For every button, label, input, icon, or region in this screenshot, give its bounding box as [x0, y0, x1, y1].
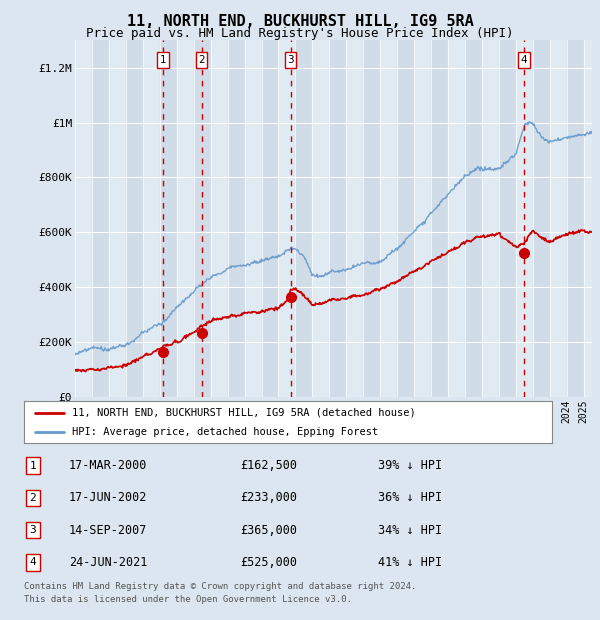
Bar	[533, 40, 550, 397]
Text: 1: 1	[29, 461, 37, 471]
Bar	[431, 40, 448, 397]
Bar	[126, 40, 143, 397]
Text: HPI: Average price, detached house, Epping Forest: HPI: Average price, detached house, Eppi…	[71, 427, 378, 437]
Bar	[414, 40, 431, 397]
Text: £525,000: £525,000	[240, 556, 297, 569]
Text: 36% ↓ HPI: 36% ↓ HPI	[378, 492, 442, 504]
Bar	[92, 40, 109, 397]
Bar	[346, 40, 363, 397]
Bar	[397, 40, 414, 397]
Text: Contains HM Land Registry data © Crown copyright and database right 2024.: Contains HM Land Registry data © Crown c…	[24, 582, 416, 591]
Bar	[584, 40, 600, 397]
Text: 24-JUN-2021: 24-JUN-2021	[69, 556, 148, 569]
Text: 1: 1	[160, 55, 167, 65]
Bar	[329, 40, 346, 397]
Text: 3: 3	[287, 55, 294, 65]
Text: 2: 2	[198, 55, 205, 65]
Text: 34% ↓ HPI: 34% ↓ HPI	[378, 524, 442, 536]
Bar	[109, 40, 126, 397]
Bar	[516, 40, 533, 397]
Text: This data is licensed under the Open Government Licence v3.0.: This data is licensed under the Open Gov…	[24, 595, 352, 604]
Text: 17-JUN-2002: 17-JUN-2002	[69, 492, 148, 504]
Text: 11, NORTH END, BUCKHURST HILL, IG9 5RA: 11, NORTH END, BUCKHURST HILL, IG9 5RA	[127, 14, 473, 29]
Bar	[363, 40, 380, 397]
Bar	[550, 40, 567, 397]
Text: 3: 3	[29, 525, 37, 535]
Bar	[177, 40, 194, 397]
Text: 14-SEP-2007: 14-SEP-2007	[69, 524, 148, 536]
Bar	[448, 40, 465, 397]
Bar	[313, 40, 329, 397]
Bar	[567, 40, 584, 397]
Bar	[211, 40, 227, 397]
Text: 39% ↓ HPI: 39% ↓ HPI	[378, 459, 442, 472]
Text: 11, NORTH END, BUCKHURST HILL, IG9 5RA (detached house): 11, NORTH END, BUCKHURST HILL, IG9 5RA (…	[71, 408, 415, 418]
Bar	[380, 40, 397, 397]
Bar	[75, 40, 92, 397]
Text: £162,500: £162,500	[240, 459, 297, 472]
Bar	[227, 40, 245, 397]
Bar	[295, 40, 313, 397]
Bar	[278, 40, 295, 397]
Bar	[262, 40, 278, 397]
Bar	[194, 40, 211, 397]
Text: Price paid vs. HM Land Registry's House Price Index (HPI): Price paid vs. HM Land Registry's House …	[86, 27, 514, 40]
Bar	[465, 40, 482, 397]
Text: 17-MAR-2000: 17-MAR-2000	[69, 459, 148, 472]
Bar	[143, 40, 160, 397]
Text: 41% ↓ HPI: 41% ↓ HPI	[378, 556, 442, 569]
Text: £365,000: £365,000	[240, 524, 297, 536]
Bar	[482, 40, 499, 397]
Text: £233,000: £233,000	[240, 492, 297, 504]
Bar	[160, 40, 177, 397]
Text: 4: 4	[29, 557, 37, 567]
Bar	[499, 40, 516, 397]
Bar	[245, 40, 262, 397]
Text: 2: 2	[29, 493, 37, 503]
Text: 4: 4	[521, 55, 527, 65]
